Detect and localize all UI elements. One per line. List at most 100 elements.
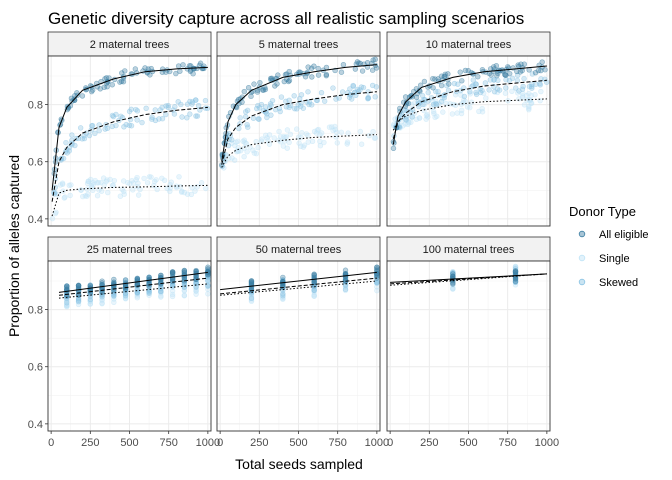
data-point	[342, 286, 349, 293]
data-point	[248, 280, 255, 286]
data-point	[122, 290, 129, 297]
data-point	[276, 105, 283, 112]
data-point	[318, 90, 325, 96]
data-point	[359, 68, 366, 74]
data-point	[110, 113, 117, 120]
data-point	[495, 77, 501, 84]
data-point	[321, 98, 328, 104]
data-point	[268, 112, 274, 118]
data-point	[334, 140, 340, 146]
legend-key	[578, 278, 586, 286]
data-point	[277, 108, 283, 115]
facet-strip-label: 50 maternal trees	[256, 244, 342, 256]
scatter-points	[219, 56, 380, 171]
data-point	[374, 284, 380, 290]
data-point	[64, 300, 70, 306]
data-point	[128, 123, 135, 129]
facet-strip-label: 25 maternal trees	[87, 244, 173, 256]
data-point	[254, 89, 261, 95]
data-point	[409, 106, 416, 113]
data-point	[402, 94, 409, 100]
data-point	[159, 175, 165, 181]
facet-strip-label: 10 maternal trees	[426, 39, 512, 51]
x-tick-label: 0	[217, 437, 223, 449]
data-point	[421, 78, 428, 85]
data-point	[133, 177, 139, 183]
trend-line-all-eligible	[390, 273, 547, 283]
data-point	[79, 136, 85, 142]
data-point	[148, 174, 154, 180]
data-point	[516, 88, 522, 94]
data-point	[409, 114, 415, 120]
data-point	[461, 93, 468, 100]
data-point	[336, 95, 342, 101]
data-point	[502, 72, 508, 78]
data-point	[408, 93, 414, 99]
data-point	[122, 295, 129, 302]
data-point	[154, 186, 160, 193]
data-point	[293, 126, 300, 132]
data-point	[170, 107, 176, 113]
data-point	[350, 82, 356, 89]
data-point	[120, 79, 127, 85]
trend-line-skewed	[58, 277, 208, 296]
data-point	[193, 268, 199, 274]
data-point	[134, 108, 141, 114]
data-point	[105, 189, 111, 196]
data-point	[144, 180, 151, 186]
data-point	[374, 264, 380, 271]
data-point	[349, 96, 355, 102]
data-point	[262, 132, 269, 138]
data-point	[305, 132, 311, 139]
x-tick-label: 0	[387, 437, 393, 449]
data-point	[158, 272, 164, 279]
data-point	[118, 78, 125, 84]
data-point	[339, 89, 346, 95]
data-point	[369, 82, 376, 89]
y-tick-label: 0.4	[28, 419, 43, 431]
data-point	[141, 175, 147, 182]
data-point	[258, 101, 265, 108]
data-point	[120, 178, 127, 184]
data-point	[452, 102, 459, 108]
data-point	[71, 97, 78, 104]
data-point	[514, 77, 521, 84]
data-point	[344, 141, 350, 147]
x-tick-label: 750	[329, 437, 347, 449]
data-point	[248, 297, 255, 303]
data-point	[509, 75, 516, 82]
data-point	[317, 138, 323, 145]
data-point	[340, 61, 347, 68]
data-point	[298, 135, 304, 141]
data-point	[178, 101, 184, 108]
data-point	[268, 102, 274, 109]
data-point	[99, 280, 105, 286]
data-point	[332, 123, 338, 130]
data-point	[515, 62, 521, 68]
data-point	[512, 278, 519, 284]
data-point	[323, 71, 330, 78]
trend-line-single	[51, 184, 208, 217]
data-point	[271, 135, 277, 141]
data-point	[390, 145, 397, 151]
data-point	[342, 267, 349, 273]
data-point	[72, 142, 78, 149]
data-point	[109, 82, 115, 88]
data-point	[373, 65, 380, 71]
data-point	[117, 193, 124, 199]
data-point	[513, 85, 519, 91]
data-point	[157, 107, 163, 113]
data-point	[449, 111, 456, 117]
data-point	[194, 113, 201, 119]
data-point	[442, 73, 448, 79]
data-point	[59, 181, 66, 187]
data-point	[274, 81, 280, 87]
facet-strip	[47, 31, 212, 57]
y-axis-bottom-row: 0.4 0.6 0.8	[28, 305, 48, 431]
data-point	[452, 92, 459, 98]
data-point	[438, 82, 445, 89]
data-point	[84, 193, 90, 199]
data-point	[248, 93, 254, 100]
data-point	[450, 286, 456, 292]
